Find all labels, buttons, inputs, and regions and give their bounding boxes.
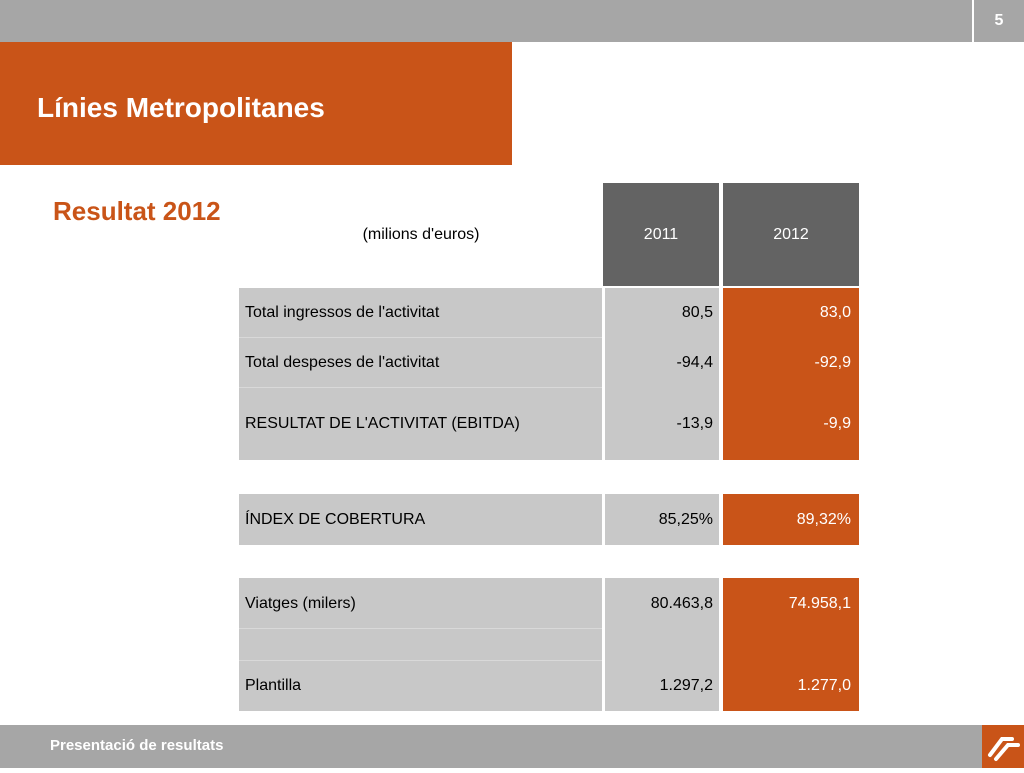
row-label-ingressos: Total ingressos de l'activitat	[239, 288, 602, 338]
page-title: Línies Metropolitanes	[37, 92, 325, 123]
row-label-cobertura: ÍNDEX DE COBERTURA	[239, 494, 602, 545]
row-value-2011-viatges: 80.463,8	[605, 578, 719, 629]
column-header-2011: 2011	[603, 183, 719, 286]
row-value-2012-plantilla: 1.277,0	[723, 661, 859, 711]
company-logo-icon	[982, 725, 1024, 768]
row-label-viatges: Viatges (milers)	[239, 578, 602, 629]
row-value-2012-ebitda: -9,9	[723, 388, 859, 460]
row-value-2011-plantilla: 1.297,2	[605, 661, 719, 711]
row-value-2012-despeses: -92,9	[723, 338, 859, 388]
row-value-2011-cobertura: 85,25%	[605, 494, 719, 545]
top-bar: 5	[0, 0, 1024, 42]
row-value-2011-despeses: -94,4	[605, 338, 719, 388]
row-value-2011-ebitda: -13,9	[605, 388, 719, 460]
row-label-despeses: Total despeses de l'activitat	[239, 338, 602, 388]
row-divider	[239, 628, 602, 629]
row-label-ebitda: RESULTAT DE L'ACTIVITAT (EBITDA)	[239, 388, 602, 460]
title-banner	[0, 42, 512, 165]
row-value-2011-empty	[605, 629, 719, 661]
logo-mark-icon	[988, 737, 1020, 761]
bottom-bar	[0, 725, 1024, 768]
row-value-2012-viatges: 74.958,1	[723, 578, 859, 629]
row-value-2012-ingressos: 83,0	[723, 288, 859, 338]
column-header-2012: 2012	[723, 183, 859, 286]
units-label: (milions d'euros)	[362, 226, 480, 243]
row-value-2011-ingressos: 80,5	[605, 288, 719, 338]
row-label-plantilla: Plantilla	[239, 661, 602, 711]
footer-text: Presentació de resultats	[50, 737, 224, 754]
row-divider	[239, 660, 602, 661]
row-value-2012-cobertura: 89,32%	[723, 494, 859, 545]
row-divider	[239, 387, 602, 388]
row-label-empty	[239, 629, 602, 661]
page-number: 5	[972, 0, 1024, 42]
row-value-2012-empty	[723, 629, 859, 661]
row-divider	[239, 337, 602, 338]
section-subtitle: Resultat 2012	[53, 196, 221, 226]
